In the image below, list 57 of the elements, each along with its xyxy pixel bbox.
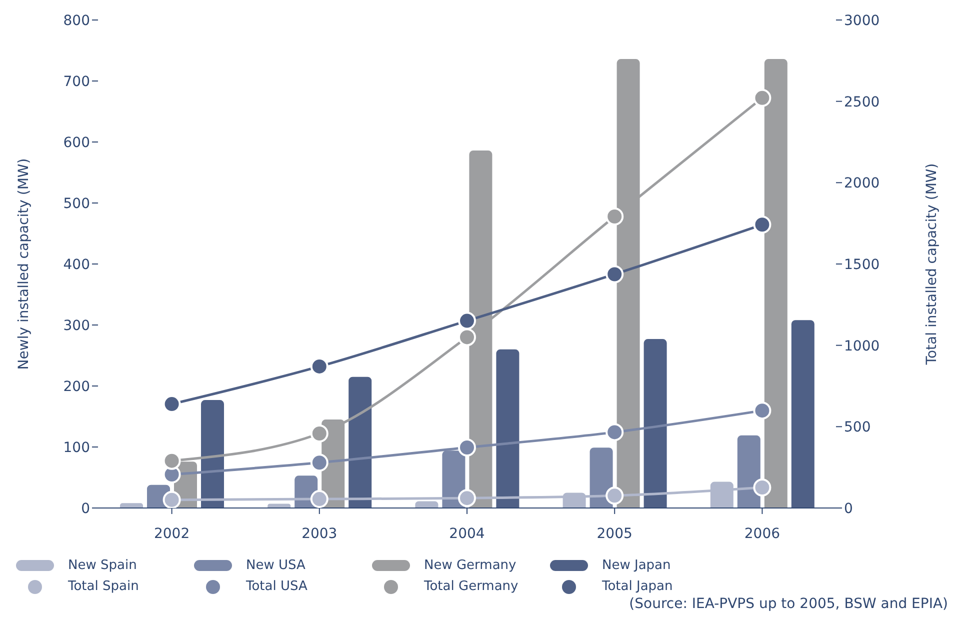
point [310,490,328,508]
y-tick-label: 0 [81,500,90,517]
y2-axis-title: Total installed capacity (MW) [924,163,940,366]
legend-label: New Germany [424,558,516,573]
point [310,424,328,442]
y2-tick-label: 1000 [844,338,880,354]
bar [496,349,520,508]
y2-tick-label: 500 [844,420,871,436]
point [458,438,476,456]
point [753,216,772,234]
legend-label: New Japan [602,558,671,573]
y-tick-label: 500 [63,196,90,212]
legend-label: New Spain [68,558,137,573]
y-tick-label: 700 [63,74,90,90]
x-tick-label: 2006 [744,526,780,542]
point [458,312,476,330]
y-tick-label: 800 [63,12,90,29]
y-tick-label: 400 [63,256,90,273]
y2-tick-label: 1500 [844,256,880,273]
legend-label: Total Japan [602,579,673,594]
y-tick-label: 100 [63,440,90,456]
bar [644,339,667,508]
point [753,88,772,107]
point [753,478,772,497]
x-tick-label: 2003 [302,526,338,542]
point [162,452,181,470]
point [606,265,624,284]
point [458,328,476,346]
legend-label: Total Spain [68,579,139,594]
point [458,489,476,508]
y2-tick-label: 2500 [844,94,880,110]
x-tick-label: 2005 [596,526,632,542]
x-tick-label: 2002 [154,526,190,542]
y-axis-title: Newly installed capacity (MW) [16,158,32,370]
y-tick-label: 600 [63,134,90,151]
point [753,402,772,420]
bar [201,400,224,508]
point [606,486,624,505]
legend-label: New USA [246,558,306,573]
x-tick-label: 2004 [449,526,485,542]
y-tick-label: 300 [63,318,90,334]
point [310,454,328,472]
point [606,423,624,442]
bar [737,435,760,508]
bar [120,503,143,508]
y-tick-label: 200 [63,378,90,395]
bar [791,320,814,508]
y2-tick-label: 3000 [844,12,880,29]
y2-tick-label: 0 [844,500,853,517]
legend-label: Total USA [246,579,308,594]
bar [268,504,291,508]
legend-label: Total Germany [424,579,518,594]
point [162,490,181,508]
point [606,208,624,226]
y2-tick-label: 2000 [844,176,880,192]
bar [348,376,372,508]
text: (Source: IEA-PVPS up to 2005, BSW and EPIA) [628,596,948,612]
